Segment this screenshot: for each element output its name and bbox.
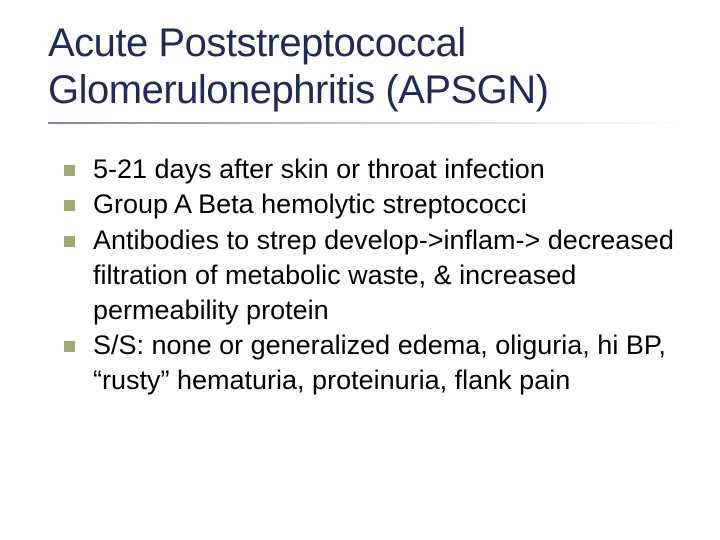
list-item: 5-21 days after skin or throat infection — [64, 152, 680, 187]
slide-title: Acute Poststreptococcal Glomerulonephrit… — [48, 20, 688, 114]
square-bullet-icon — [64, 165, 75, 176]
list-item: S/S: none or generalized edema, oliguria… — [64, 328, 680, 398]
bullet-text: 5-21 days after skin or throat infection — [93, 152, 680, 187]
bullet-list: 5-21 days after skin or throat infection… — [48, 152, 688, 398]
bullet-text: Antibodies to strep develop->inflam-> de… — [93, 223, 680, 328]
square-bullet-icon — [64, 236, 75, 247]
square-bullet-icon — [64, 341, 75, 352]
list-item: Group A Beta hemolytic streptococci — [64, 187, 680, 222]
title-underline — [48, 122, 688, 124]
list-item: Antibodies to strep develop->inflam-> de… — [64, 223, 680, 328]
square-bullet-icon — [64, 200, 75, 211]
bullet-text: S/S: none or generalized edema, oliguria… — [93, 328, 680, 398]
bullet-text: Group A Beta hemolytic streptococci — [93, 187, 680, 222]
